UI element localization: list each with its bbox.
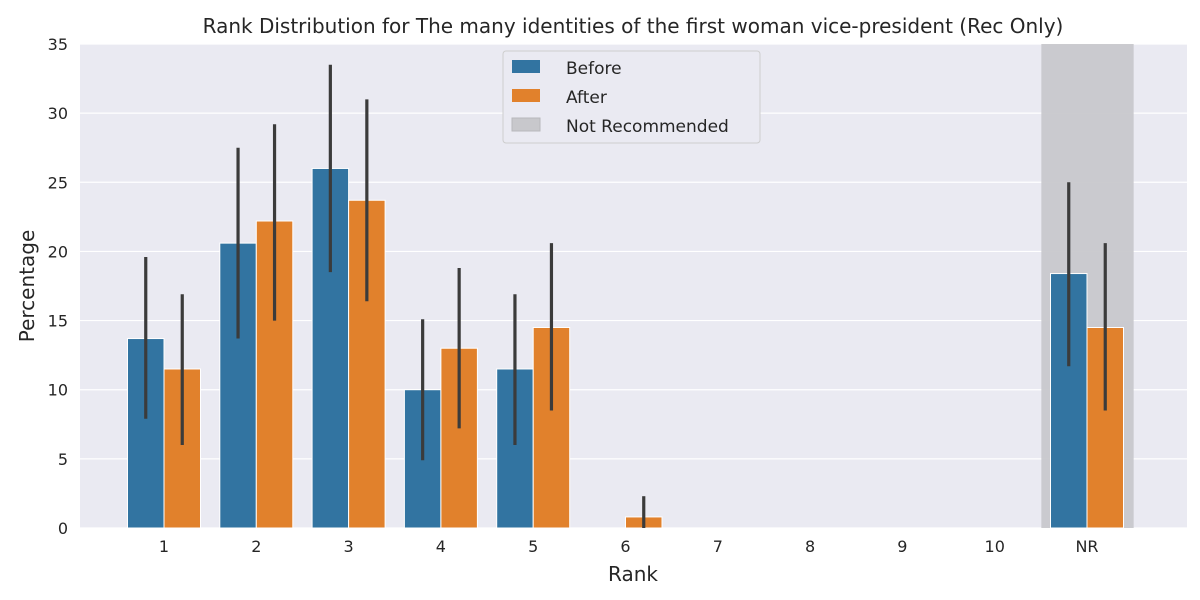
legend-box <box>502 50 761 144</box>
y-tick-label: 20 <box>48 242 68 261</box>
legend-label-before: Before <box>566 59 622 79</box>
x-tick-label: 9 <box>897 537 907 556</box>
x-axis-title: Rank <box>608 562 658 586</box>
legend: Before After Not Recommended <box>502 50 761 144</box>
x-tick-label: 3 <box>344 537 354 556</box>
bars <box>127 167 1124 529</box>
legend-swatch-not-recommended <box>511 117 541 132</box>
x-tick-label: 5 <box>528 537 538 556</box>
y-tick-label: 15 <box>48 312 68 331</box>
legend-swatch-after <box>512 89 540 102</box>
x-tick-labels: 1 2 3 4 5 6 7 8 9 10 NR <box>159 537 1099 556</box>
error-bars <box>144 64 1107 528</box>
x-tick-label: 6 <box>620 537 630 556</box>
chart-title: Rank Distribution for The many identitie… <box>203 14 1064 38</box>
y-tick-label: 30 <box>48 104 68 123</box>
y-tick-label: 0 <box>58 519 68 538</box>
legend-label-not-recommended: Not Recommended <box>566 117 729 137</box>
x-tick-label: 10 <box>985 537 1005 556</box>
y-axis-title: Percentage <box>15 230 39 343</box>
legend-label-after: After <box>566 88 607 108</box>
x-tick-label: 4 <box>436 537 446 556</box>
x-tick-label: NR <box>1075 537 1098 556</box>
y-tick-label: 10 <box>48 381 68 400</box>
legend-swatch-before <box>512 60 540 73</box>
x-tick-label: 8 <box>805 537 815 556</box>
y-tick-label: 25 <box>48 173 68 192</box>
y-tick-labels: 0 5 10 15 20 25 30 35 <box>48 35 68 538</box>
y-tick-label: 35 <box>48 35 68 54</box>
x-tick-label: 7 <box>713 537 723 556</box>
y-tick-label: 5 <box>58 450 68 469</box>
x-tick-label: 1 <box>159 537 169 556</box>
x-tick-label: 2 <box>251 537 261 556</box>
